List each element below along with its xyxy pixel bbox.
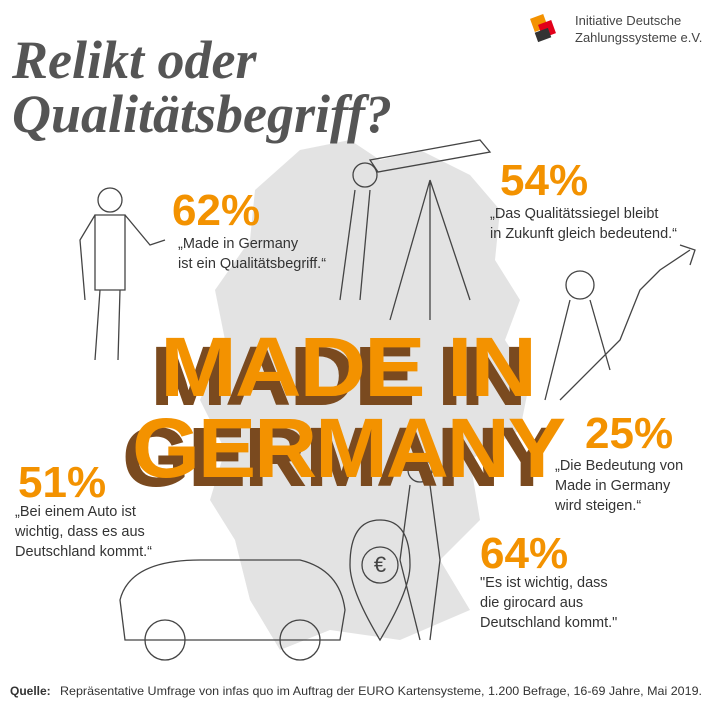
logo-mark <box>530 14 556 43</box>
stat-quote: „Bei einem Auto ist <box>15 504 136 520</box>
headline-shadow: MADE IN GERMANY <box>122 329 557 504</box>
headline-shadow-text: MADE IN <box>150 329 525 423</box>
headline-text: GERMANY <box>132 401 565 495</box>
source-text: Repräsentative Umfrage von infas quo im … <box>60 684 702 698</box>
stat-quote: in Zukunft gleich bedeutend.“ <box>490 226 677 242</box>
stat-percent: 64% <box>480 529 568 578</box>
stat-quote: "Es ist wichtig, dass <box>480 575 608 591</box>
stat-quote: wichtig, dass es aus <box>14 524 145 540</box>
source-label: Quelle: <box>10 684 51 698</box>
stat-quote: „Das Qualitätssiegel bleibt <box>490 206 658 222</box>
stat-quote: wird steigen.“ <box>554 498 641 514</box>
stats: 62%„Made in Germany ist ein Qualitätsbegr… <box>14 156 683 631</box>
headline: MADE IN GERMANY <box>132 320 567 495</box>
stat-quote: „Made in Germany <box>178 236 299 252</box>
stat-quote: die girocard aus <box>480 595 583 611</box>
stat-quote: ist ein Qualitätsbegriff.“ <box>178 256 326 272</box>
svg-text:€: € <box>374 552 386 577</box>
stat-percent: 54% <box>500 156 588 205</box>
headline-text: MADE IN <box>160 320 535 414</box>
title: Qualitätsbegriff? <box>12 84 392 144</box>
stat-percent: 25% <box>585 409 673 458</box>
stat-quote: Deutschland kommt." <box>480 615 617 631</box>
stat-quote: Deutschland kommt.“ <box>15 544 152 560</box>
logo-text: Zahlungssysteme e.V. <box>575 30 702 45</box>
stat-quote: „Die Bedeutung von <box>555 458 683 474</box>
stat-quote: Made in Germany <box>555 478 671 494</box>
logo-text: Initiative Deutsche <box>575 13 681 28</box>
map-background <box>200 140 530 650</box>
stat-percent: 62% <box>172 186 260 235</box>
illustrations: € <box>79 139 696 661</box>
title: Relikt oder <box>11 30 257 90</box>
headline-shadow-text: GERMANY <box>122 410 555 504</box>
stat-percent: 51% <box>18 458 106 507</box>
